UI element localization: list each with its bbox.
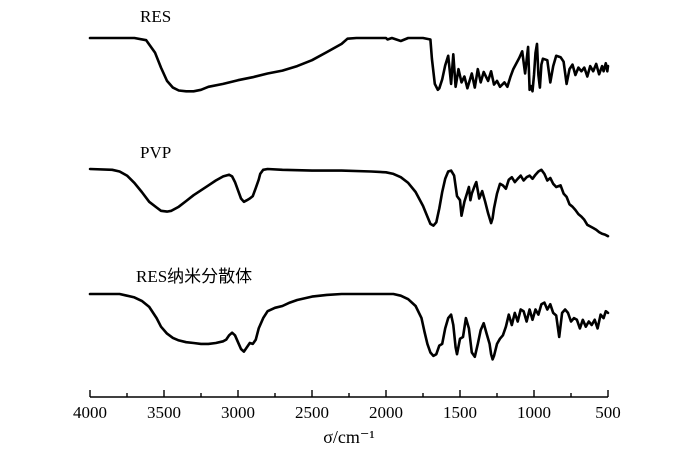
x-axis: 4000 3500 3000 2500 2000 1500 1000 500 σ/cm⁻¹ — [73, 390, 621, 447]
series-line-2 — [88, 167, 610, 238]
x-tick-label: 3500 — [147, 403, 181, 422]
series-line-3 — [88, 292, 610, 361]
x-tick-label: 1500 — [443, 403, 477, 422]
x-tick-label: 2000 — [369, 403, 403, 422]
series-line-1 — [88, 36, 610, 93]
series-label-3: RES纳米分散体 — [136, 267, 252, 286]
x-tick-label: 2500 — [295, 403, 329, 422]
series-label-1: RES — [140, 7, 171, 26]
series-labels: RES PVP RES纳米分散体 — [136, 7, 252, 286]
x-tick-label: 3000 — [221, 403, 255, 422]
x-tick-label: 500 — [595, 403, 621, 422]
x-axis-ticks: 4000 3500 3000 2500 2000 1500 1000 500 — [73, 390, 621, 422]
x-axis-title: σ/cm⁻¹ — [323, 427, 375, 447]
series-label-2: PVP — [140, 143, 171, 162]
series-layer — [88, 36, 610, 361]
x-tick-label: 4000 — [73, 403, 107, 422]
x-tick-label: 1000 — [517, 403, 551, 422]
